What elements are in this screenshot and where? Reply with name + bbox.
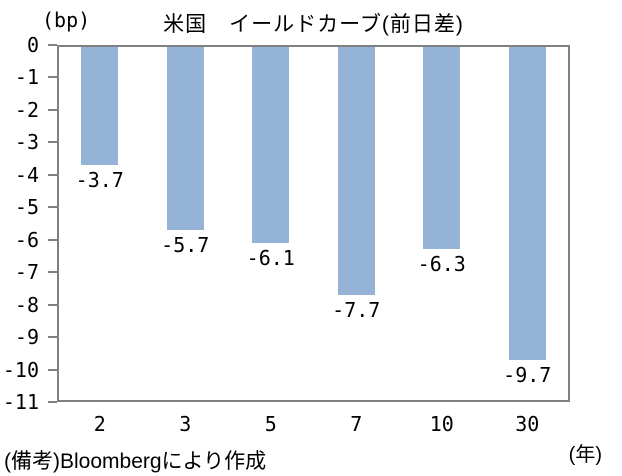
bar-value-label: -3.7 [75,168,124,193]
x-axis-tick-label: 10 [429,412,454,436]
source-note: (備考)Bloombergにより作成 [4,450,267,473]
y-axis-tick-label: -5 [14,195,39,220]
y-axis-tick [48,108,57,111]
y-axis-tick-label: -4 [14,162,39,187]
x-axis-unit-label: (年) [568,444,602,466]
plot-area [57,45,570,402]
y-axis-tick-label: 0 [26,33,39,57]
bar-value-label: -6.1 [246,245,295,270]
y-axis-tick [48,44,57,46]
y-axis-tick [48,206,57,209]
bar-value-label: -7.7 [332,297,381,322]
y-axis-tick-label: -1 [14,65,39,90]
bar-5y [252,47,290,243]
y-axis-tick-label: -6 [14,227,39,252]
y-axis-tick [48,271,57,274]
bar-7y [337,47,375,295]
x-axis-tick-label: 2 [93,412,106,436]
bar-value-label: -9.7 [503,362,552,387]
y-axis-tick [48,238,57,241]
bar-2y [81,47,119,166]
y-axis-tick-label: -10 [2,357,39,382]
chart-title: 米国 イールドカーブ(前日差) [163,13,464,36]
y-axis-tick [48,368,57,371]
bar-3y [166,47,204,230]
y-axis-unit-label: (bp) [42,8,91,32]
x-axis-tick-label: 5 [264,412,277,436]
y-axis-tick-label: -9 [14,325,39,350]
x-axis-tick-label: 30 [515,412,540,436]
y-axis-tick-label: -3 [14,130,39,155]
x-axis-tick-label: 3 [179,412,192,436]
y-axis-tick-label: -8 [14,292,39,317]
bar-value-label: -5.7 [161,232,210,257]
bar-30y [508,47,546,360]
y-axis-tick [48,303,57,306]
bar-10y [423,47,461,250]
y-axis-tick [48,336,57,339]
y-axis-tick [48,76,57,79]
y-axis-tick-label: -11 [2,390,39,414]
y-axis-tick [48,173,57,176]
y-axis-tick [48,141,57,144]
y-axis-tick [48,401,57,403]
bar-value-label: -6.3 [417,252,466,277]
y-axis-tick-label: -7 [14,260,39,285]
x-axis-tick-label: 7 [350,412,363,436]
y-axis-tick-label: -2 [14,97,39,122]
